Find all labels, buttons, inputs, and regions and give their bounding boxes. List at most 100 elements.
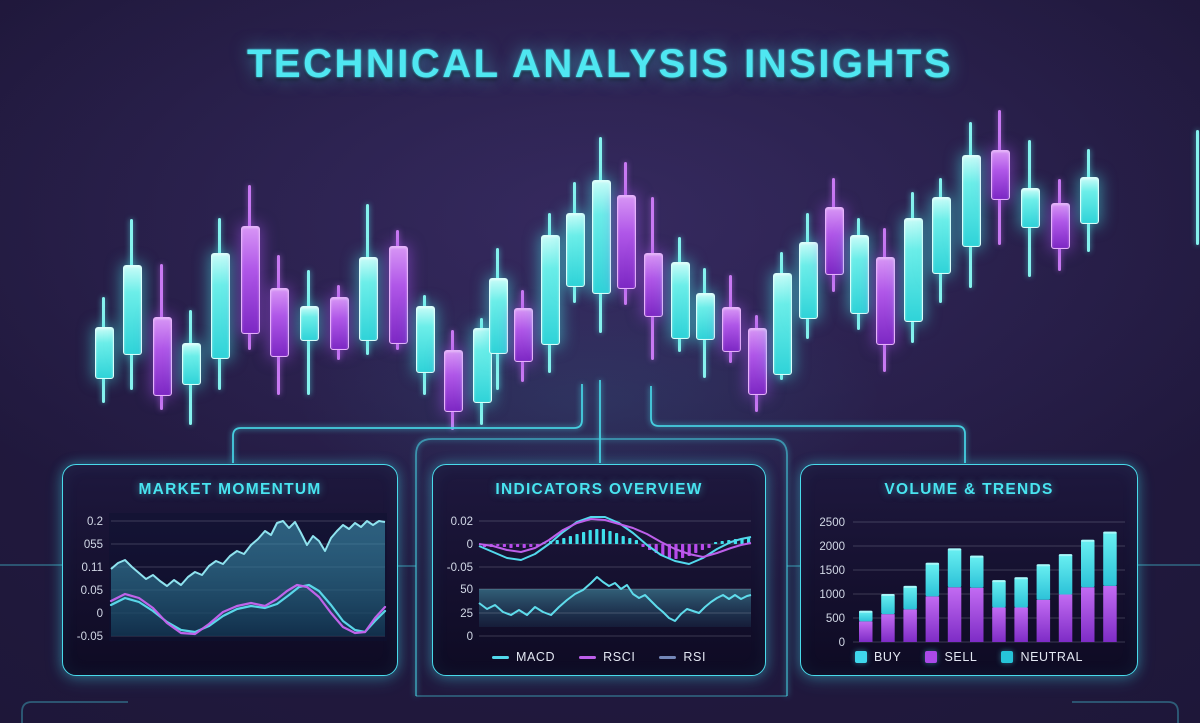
legend-item-rsi: RSI: [659, 650, 706, 664]
volume-bar-buy: [1014, 577, 1028, 608]
candle-body-up: [358, 257, 378, 341]
candle-body-down: [1050, 203, 1070, 249]
macd-hist-bar-down: [516, 544, 520, 547]
candle-body-down: [616, 195, 636, 289]
volume-chart: 2500 2000 1500 1000 500 0: [819, 517, 1125, 649]
legend-label-rsi: RSI: [683, 650, 707, 664]
candle-body-down: [269, 288, 289, 357]
panel-volume-trends: 2500 2000 1500 1000 500 0 VOLUME & TRENDS BUY…: [800, 464, 1138, 676]
candle-body-down: [747, 328, 767, 395]
panel-title-momentum: MARKET MOMENTUM: [138, 481, 322, 498]
macd-hist-bar-up: [575, 534, 579, 544]
volume-bar-highlight: [1081, 539, 1095, 542]
candle-body-up: [94, 327, 114, 379]
macd-hist-bar-up: [720, 541, 724, 544]
macd-hist-bar-up: [634, 540, 638, 544]
volume-bar-buy: [881, 594, 895, 615]
candle-body-down: [875, 257, 895, 345]
candle-body-down: [152, 317, 172, 396]
macd-hist-bar-up: [608, 531, 612, 544]
macd-hist-bar-up: [714, 542, 718, 544]
rsi-tick-label: 50: [460, 584, 473, 596]
candle-body-up: [591, 180, 611, 294]
volume-bar-highlight: [881, 594, 895, 596]
oscillator-purple: [109, 583, 387, 636]
volume-bar-buy: [1036, 564, 1051, 600]
volume-bar-highlight: [1014, 577, 1028, 580]
legend-item-sell: SELL: [925, 650, 977, 664]
volume-bar-buy: [925, 562, 940, 597]
volume-bar-sell: [970, 587, 984, 642]
volume-bar-highlight: [925, 562, 940, 565]
candle-body-down: [513, 308, 533, 362]
candle-body-down: [721, 307, 741, 352]
momentum-tick-label: 055: [84, 539, 103, 551]
volume-bar-buy: [1081, 539, 1095, 588]
candle-body-up: [565, 213, 585, 287]
volume-bar-highlight: [1036, 564, 1051, 567]
macd-hist-bar-up: [555, 540, 559, 544]
candle-wick-up: [1195, 130, 1199, 245]
momentum-tick-label: 0.05: [81, 585, 103, 597]
candle-body-up: [122, 265, 142, 355]
panel-title-indicators: INDICATORS OVERVIEW: [495, 481, 703, 498]
candle-body-up: [961, 155, 981, 247]
legend-item-buy: BUY: [854, 650, 902, 664]
volume-bar-buy: [859, 610, 873, 622]
macd-hist-bar-down: [700, 544, 704, 550]
candle-body-down: [443, 350, 463, 412]
candle-body-down: [643, 253, 663, 317]
rsi-band: [479, 589, 751, 627]
candle-body-up: [695, 293, 715, 340]
volume-bar-highlight: [903, 585, 917, 588]
volume-legend: BUY SELL NEUTRAL: [801, 650, 1137, 664]
volume-bar-sell: [881, 614, 895, 642]
legend-label-macd: MACD: [515, 650, 556, 664]
volume-tick-label: 500: [826, 613, 845, 625]
macd-hist-bar-up: [582, 532, 586, 544]
candle-body-down: [824, 207, 844, 275]
page-title: TECHNICAL ANALYSIS INSIGHTS: [246, 42, 954, 86]
macd-signal-line: [478, 518, 752, 558]
rsi-tick-label: 0: [467, 631, 473, 643]
volume-bar-highlight: [970, 555, 984, 558]
candle-body-up: [931, 197, 951, 274]
buy-swatch: [854, 651, 867, 663]
volume-bar-sell: [903, 609, 917, 642]
candle-body-up: [1020, 188, 1040, 228]
macd-line-swatch: [491, 655, 509, 659]
panel-title-volume: VOLUME & TRENDS: [884, 481, 1054, 498]
indicators-chart: 0.02 0 -0.05 50 25 0: [447, 516, 752, 643]
macd-tick-label: 0: [467, 539, 473, 551]
macd-hist-bar-down: [674, 544, 678, 559]
legend-label-neutral: NEUTRAL: [1020, 650, 1084, 664]
volume-bar-sell: [947, 587, 962, 642]
volume-bar-buy: [903, 585, 917, 610]
sell-swatch: [925, 651, 938, 663]
macd-hist-bar-down: [509, 544, 513, 548]
legend-item-rsci: RSCI: [579, 650, 635, 664]
neutral-swatch: [1001, 651, 1014, 663]
candle-body-down: [240, 226, 260, 334]
volume-bar-sell: [859, 621, 873, 642]
volume-bar-sell: [1058, 594, 1073, 642]
rsi-line-swatch: [659, 655, 677, 659]
candle-body-up: [299, 306, 319, 341]
legend-label-sell: SELL: [944, 650, 978, 664]
macd-hist-bar-up: [601, 529, 605, 544]
volume-bar-highlight: [859, 610, 873, 613]
candle-body-up: [670, 262, 690, 339]
macd-hist-bar-down: [529, 544, 533, 547]
macd-hist-bar-up: [595, 529, 599, 544]
volume-bar-highlight: [1103, 531, 1117, 534]
momentum-area-fill: [111, 521, 385, 636]
volume-tick-label: 1000: [819, 589, 845, 601]
candle-body-up: [210, 253, 230, 359]
macd-hist-bar-down: [707, 544, 711, 548]
volume-bar-sell: [925, 596, 940, 642]
candle-body-up: [181, 343, 201, 385]
macd-hist-bar-up: [628, 538, 632, 544]
candle-body-down: [388, 246, 408, 344]
